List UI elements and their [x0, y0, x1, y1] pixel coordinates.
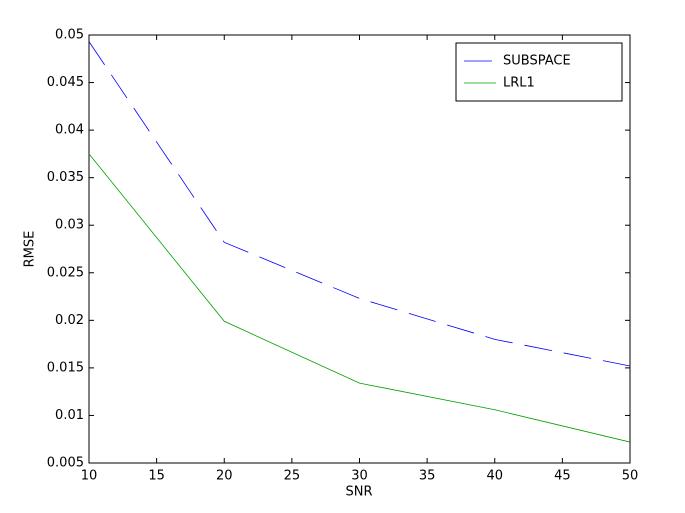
- x-tick-label: 45: [554, 469, 571, 484]
- legend-box: [455, 42, 623, 102]
- y-tick-label: 0.01: [55, 408, 84, 423]
- x-tick-label: 15: [148, 469, 165, 484]
- series-line: [88, 153, 631, 443]
- x-tick-label: 25: [284, 469, 301, 484]
- x-tick-label: 40: [486, 469, 503, 484]
- x-tick-label: 35: [419, 469, 436, 484]
- legend-label: LRL1: [503, 76, 535, 91]
- legend-label: SUBSPACE: [503, 54, 571, 69]
- x-tick-label: 10: [81, 469, 98, 484]
- y-tick-label: 0.015: [47, 360, 84, 375]
- y-tick-label: 0.03: [55, 218, 84, 233]
- y-tick-label: 0.045: [47, 75, 84, 90]
- y-tick-label: 0.05: [55, 28, 84, 43]
- y-tick-label: 0.02: [55, 313, 84, 328]
- x-tick-label: 20: [216, 469, 233, 484]
- y-tick-label: 0.025: [47, 265, 84, 280]
- x-axis-label: SNR: [345, 485, 372, 500]
- plot-area: [88, 34, 631, 464]
- y-tick-label: 0.005: [47, 456, 84, 471]
- y-tick-label: 0.035: [47, 170, 84, 185]
- y-tick-label: 0.04: [55, 123, 84, 138]
- y-axis-label: RMSE: [23, 231, 38, 268]
- series-line: [88, 41, 631, 367]
- x-tick-label: 30: [351, 469, 368, 484]
- x-tick-label: 50: [622, 469, 639, 484]
